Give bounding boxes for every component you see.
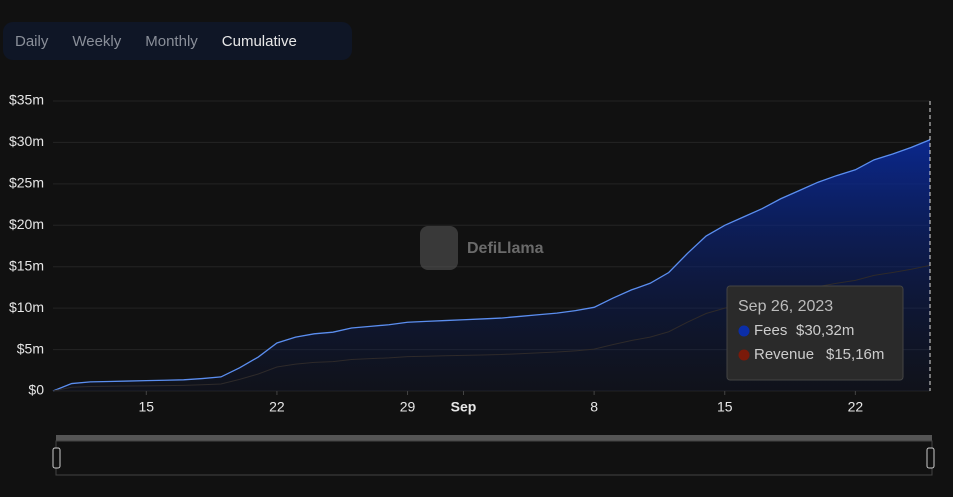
watermark-text: DefiLlama	[467, 240, 544, 257]
y-tick-label: $15m	[9, 257, 44, 273]
tab[interactable]: Weekly	[72, 32, 122, 50]
watermark: DefiLlama	[420, 226, 544, 270]
tooltip-title: Sep 26, 2023	[738, 298, 833, 315]
y-tick-label: $25m	[9, 175, 44, 191]
area	[53, 139, 930, 391]
legend-label: Fees	[754, 322, 787, 339]
tooltip-value: $15,16m	[826, 346, 884, 363]
y-tick-label: $0	[28, 382, 44, 398]
y-tick-label: $20m	[9, 216, 44, 232]
x-tick-label: 22	[848, 399, 864, 415]
y-tick-label: $5m	[17, 340, 44, 356]
tab-bar: Daily Weekly Monthly Cumulative	[3, 22, 352, 60]
tooltip-box	[726, 285, 904, 381]
legend-dot	[738, 349, 750, 361]
range-slider[interactable]	[52, 435, 935, 476]
x-tick-label: 29	[400, 399, 416, 415]
tab[interactable]: Daily	[15, 32, 49, 50]
y-tick-label: $35m	[9, 92, 44, 108]
x-tick-label: 15	[139, 399, 155, 415]
y-tick-label: $30m	[9, 133, 44, 149]
x-tick-label: 15	[717, 399, 733, 415]
legend-label: Revenue	[754, 346, 814, 363]
x-tick-label: 8	[590, 399, 598, 415]
tooltip-value: $30,32m	[796, 322, 854, 339]
tooltip: Sep 26, 2023 Fees $30,32m Revenue $15,16m	[726, 285, 904, 381]
tab[interactable]: Cumulative	[221, 32, 297, 50]
x-tick-label: Sep	[451, 399, 477, 415]
line	[52, 139, 931, 392]
y-tick-label: $10m	[9, 299, 44, 315]
tab[interactable]: Monthly	[145, 32, 198, 50]
x-tick-label: 22	[269, 399, 285, 415]
legend-dot	[738, 325, 750, 337]
